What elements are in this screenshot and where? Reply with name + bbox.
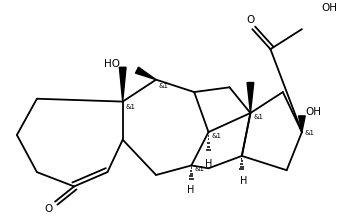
Text: H: H: [187, 186, 194, 196]
Text: O: O: [44, 204, 52, 214]
Polygon shape: [119, 67, 126, 102]
Text: OH: OH: [306, 107, 322, 117]
Text: HO: HO: [104, 60, 120, 69]
Text: OH: OH: [321, 3, 337, 13]
Text: &1: &1: [211, 133, 221, 139]
Text: &1: &1: [253, 114, 263, 120]
Polygon shape: [299, 116, 305, 132]
Polygon shape: [247, 83, 254, 113]
Polygon shape: [135, 67, 156, 80]
Text: O: O: [246, 15, 254, 25]
Text: &1: &1: [305, 130, 315, 136]
Text: H: H: [240, 176, 247, 186]
Text: &1: &1: [126, 104, 135, 111]
Text: &1: &1: [194, 166, 204, 172]
Text: H: H: [205, 159, 212, 169]
Text: &1: &1: [159, 83, 169, 89]
